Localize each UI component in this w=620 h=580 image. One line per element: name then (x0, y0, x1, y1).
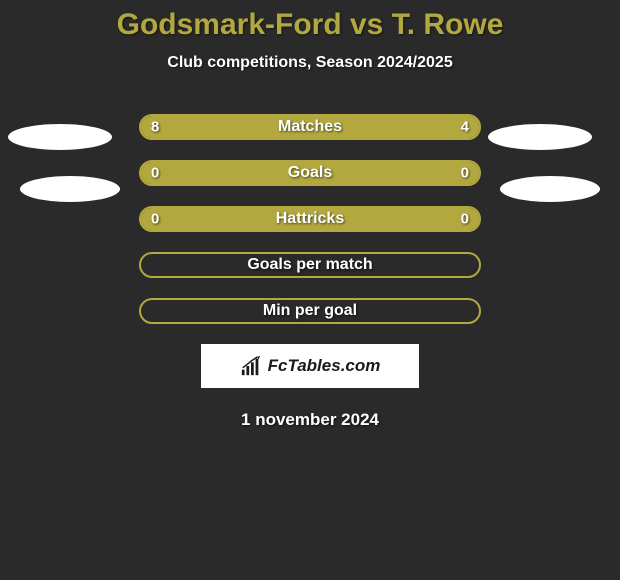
stat-value-right: 0 (461, 211, 469, 228)
stat-value-right: 4 (461, 119, 469, 136)
stat-row: Hattricks0 0 (139, 206, 481, 232)
page-title: Godsmark-Ford vs T. Rowe (0, 8, 620, 42)
stat-row: Matches8 4 (139, 114, 481, 140)
stat-label: Min per goal (139, 302, 481, 320)
stat-value-left: 0 (151, 165, 159, 182)
stat-label: Goals per match (139, 256, 481, 274)
stat-label: Goals (139, 164, 481, 182)
stat-row: Min per goal (139, 298, 481, 324)
stat-value-right: 0 (461, 165, 469, 182)
stat-value-left: 8 (151, 119, 159, 136)
subtitle: Club competitions, Season 2024/2025 (0, 54, 620, 72)
avatar-placeholder (488, 124, 592, 150)
avatar-placeholder (8, 124, 112, 150)
stat-row: Goals0 0 (139, 160, 481, 186)
avatar-placeholder (20, 176, 120, 202)
stat-row: Goals per match (139, 252, 481, 278)
brand-label: FcTables.com (268, 356, 381, 376)
brand-badge[interactable]: FcTables.com (201, 344, 419, 388)
date-label: 1 november 2024 (0, 410, 620, 430)
comparison-card: Godsmark-Ford vs T. Rowe Club competitio… (0, 0, 620, 580)
avatar-placeholder (500, 176, 600, 202)
brand-chart-icon (240, 355, 262, 377)
stat-value-left: 0 (151, 211, 159, 228)
stat-label: Matches (139, 118, 481, 136)
stat-label: Hattricks (139, 210, 481, 228)
